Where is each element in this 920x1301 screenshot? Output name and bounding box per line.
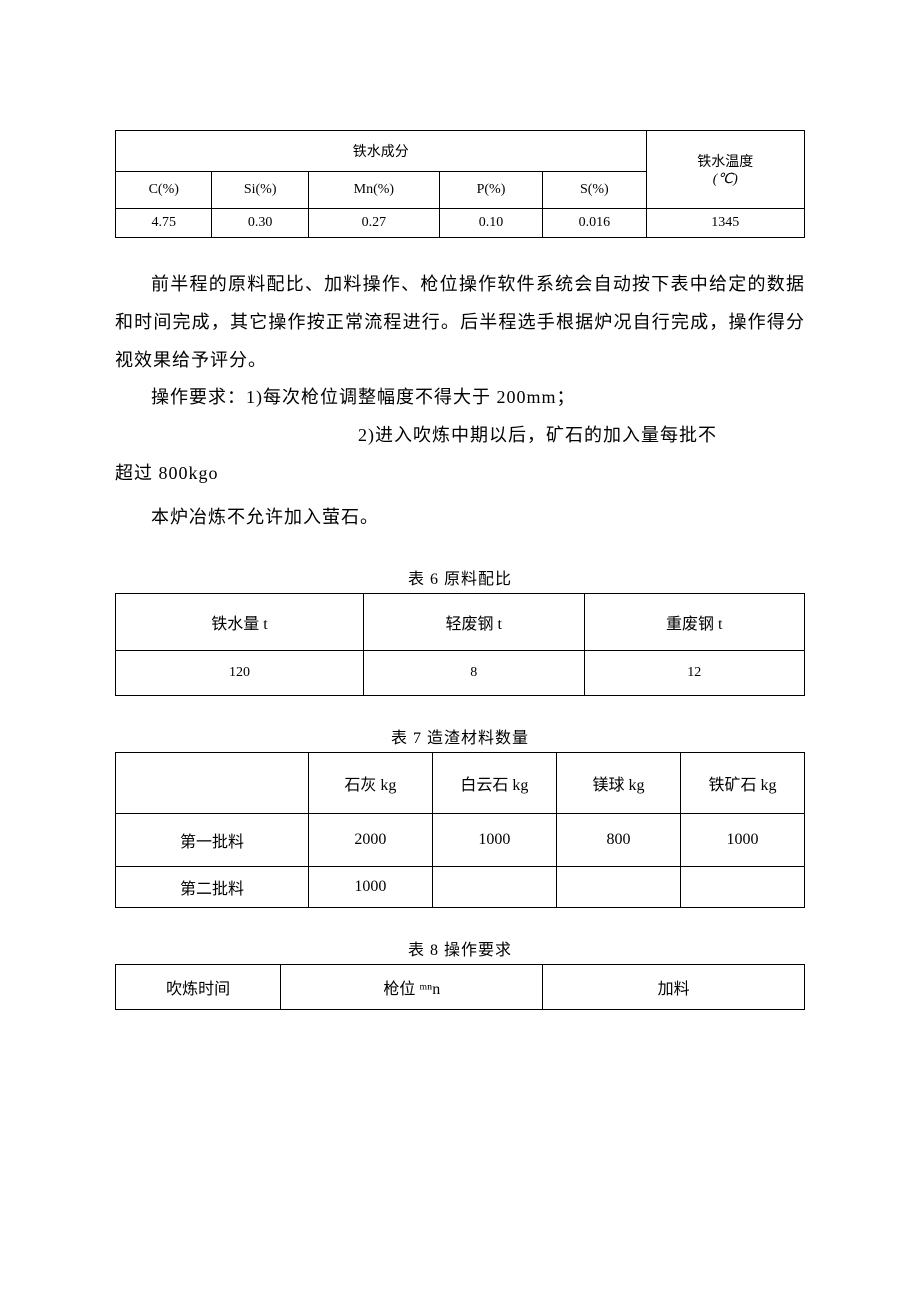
requirement-line-2b: 超过 800kgo <box>115 455 805 493</box>
table8-h2: 加料 <box>543 964 805 1009</box>
table8-h1: 枪位 ᵐⁿn <box>281 964 543 1009</box>
table1-col-mn: Mn(%) <box>308 172 439 209</box>
table6-h1: 轻废钢 t <box>364 593 584 650</box>
table1-col-si: Si(%) <box>212 172 308 209</box>
table8-h0: 吹炼时间 <box>116 964 281 1009</box>
table1-temp-header: 铁水温度 (℃) <box>646 131 805 209</box>
table7-r1-c3 <box>680 866 804 907</box>
table7-r1-c0: 1000 <box>308 866 432 907</box>
table1-val-p: 0.10 <box>439 209 542 238</box>
table7-r0-c3: 1000 <box>680 813 804 866</box>
table7-caption: 表 7 造渣材料数量 <box>115 724 805 748</box>
requirement-line-1: 操作要求：1)每次枪位调整幅度不得大于 200mm； <box>115 379 805 417</box>
table7-r0-c1: 1000 <box>432 813 556 866</box>
table7-h2: 白云石 kg <box>432 752 556 813</box>
table1-col-c: C(%) <box>116 172 212 209</box>
table1-val-c: 4.75 <box>116 209 212 238</box>
table1-val-mn: 0.27 <box>308 209 439 238</box>
table7-r0-c0: 2000 <box>308 813 432 866</box>
table7-h0 <box>116 752 309 813</box>
table7-r0-label: 第一批料 <box>116 813 309 866</box>
table6-caption: 表 6 原料配比 <box>115 565 805 589</box>
table7-r1-label: 第二批料 <box>116 866 309 907</box>
slag-material-qty-table: 石灰 kg 白云石 kg 镁球 kg 铁矿石 kg 第一批料 2000 1000… <box>115 752 805 908</box>
paragraph-3: 本炉冶炼不允许加入萤石。 <box>115 499 805 537</box>
table6-h2: 重废钢 t <box>584 593 805 650</box>
table7-r0-c2: 800 <box>556 813 680 866</box>
table7-r1-c1 <box>432 866 556 907</box>
table7-h4: 铁矿石 kg <box>680 752 804 813</box>
table1-col-s: S(%) <box>543 172 646 209</box>
table1-col-p: P(%) <box>439 172 542 209</box>
paragraph-1: 前半程的原料配比、加料操作、枪位操作软件系统会自动按下表中给定的数据和时间完成，… <box>115 266 805 379</box>
requirement-line-2a: 2)进入吹炼中期以后，矿石的加入量每批不 <box>115 417 805 455</box>
iron-water-composition-table: 铁水成分 铁水温度 (℃) C(%) Si(%) Mn(%) P(%) S(%)… <box>115 130 805 238</box>
raw-material-ratio-table: 铁水量 t 轻废钢 t 重废钢 t 120 8 12 <box>115 593 805 696</box>
table6-v0: 120 <box>116 650 364 695</box>
table1-val-si: 0.30 <box>212 209 308 238</box>
operation-requirements-table: 吹炼时间 枪位 ᵐⁿn 加料 <box>115 964 805 1010</box>
table7-r1-c2 <box>556 866 680 907</box>
table7-h3: 镁球 kg <box>556 752 680 813</box>
table6-h0: 铁水量 t <box>116 593 364 650</box>
table1-val-s: 0.016 <box>543 209 646 238</box>
table6-v2: 12 <box>584 650 805 695</box>
table1-val-temp: 1345 <box>646 209 805 238</box>
table1-main-header: 铁水成分 <box>116 131 647 172</box>
table6-v1: 8 <box>364 650 584 695</box>
table8-caption: 表 8 操作要求 <box>115 936 805 960</box>
table7-h1: 石灰 kg <box>308 752 432 813</box>
